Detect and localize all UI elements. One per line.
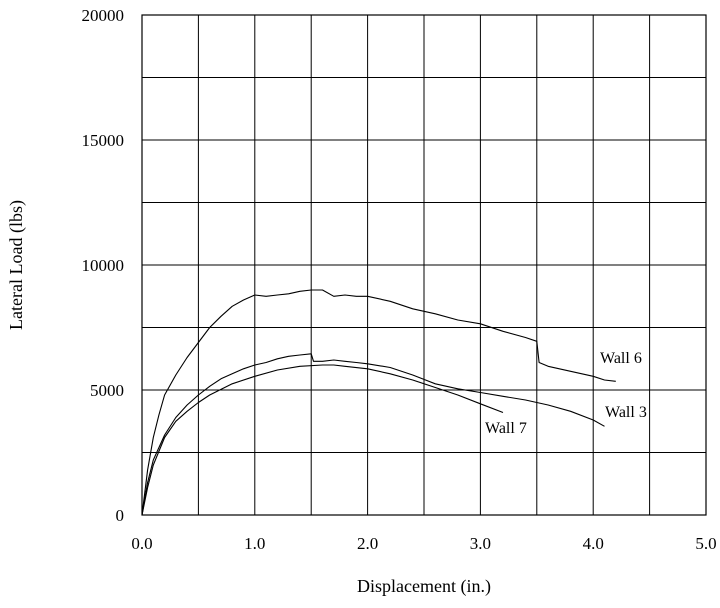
- series-labels: Wall 6 Wall 3 Wall 7: [485, 350, 647, 437]
- y-tick-label: 15000: [82, 131, 125, 150]
- series-line-wall-7: [141, 364, 504, 516]
- series-group: [141, 289, 616, 516]
- grid: [141, 14, 707, 516]
- x-tick-labels: 0.0 1.0 2.0 3.0 4.0 5.0: [131, 534, 716, 553]
- plot-frame: [141, 14, 707, 516]
- y-tick-label: 20000: [82, 6, 125, 25]
- y-axis-title: Lateral Load (lbs): [6, 200, 27, 330]
- x-axis-title: Displacement (in.): [357, 576, 491, 597]
- x-tick-label: 3.0: [470, 534, 491, 553]
- x-tick-label: 2.0: [357, 534, 378, 553]
- x-tick-label: 1.0: [244, 534, 265, 553]
- series-line-wall-6: [141, 289, 616, 516]
- x-tick-label: 4.0: [583, 534, 604, 553]
- series-label-wall-3: Wall 3: [605, 404, 647, 421]
- series-line-wall-3: [141, 353, 605, 516]
- y-tick-labels: 0 5000 10000 15000 20000: [82, 6, 125, 525]
- series-label-wall-6: Wall 6: [600, 350, 642, 367]
- y-tick-label: 10000: [82, 256, 125, 275]
- y-tick-label: 0: [116, 506, 125, 525]
- y-tick-label: 5000: [90, 381, 124, 400]
- x-tick-label: 0.0: [131, 534, 152, 553]
- x-tick-label: 5.0: [695, 534, 716, 553]
- series-label-wall-7: Wall 7: [485, 420, 527, 437]
